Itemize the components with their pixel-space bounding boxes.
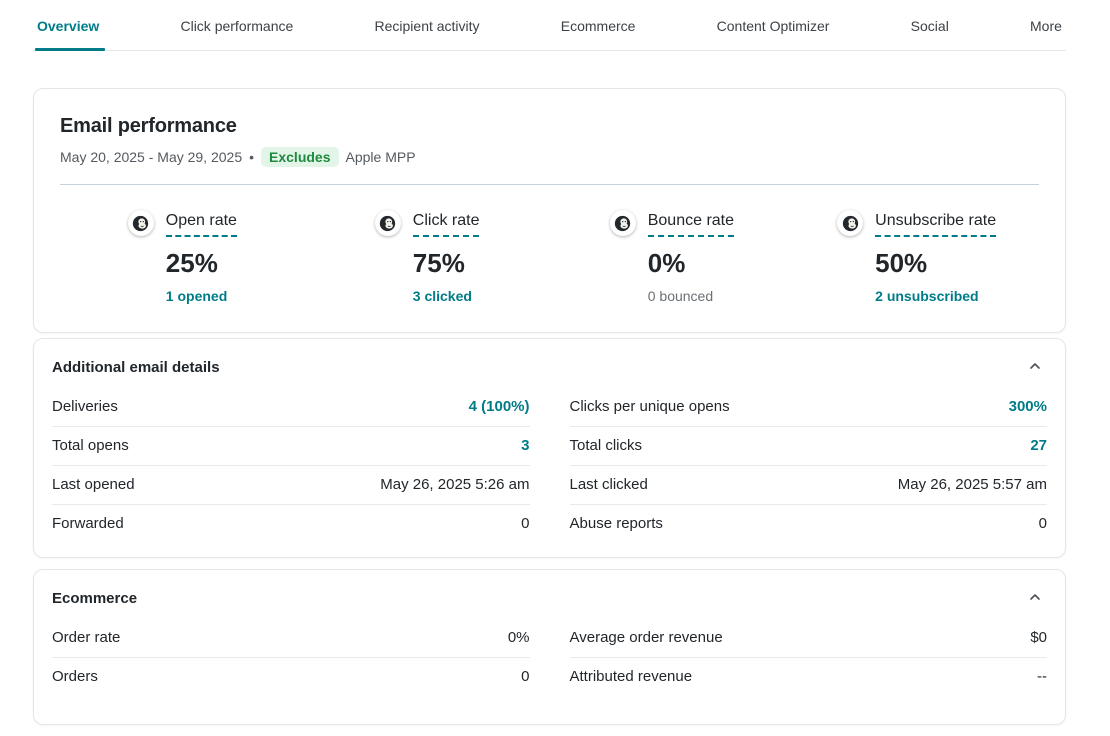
tab-click-performance[interactable]: Click performance <box>180 18 293 34</box>
table-row-deliveries: Deliveries 4 (100%) <box>52 388 530 427</box>
tab-social[interactable]: Social <box>911 18 949 34</box>
abuse-reports-value: 0 <box>1039 515 1047 533</box>
date-range: May 20, 2025 - May 29, 2025 <box>60 149 242 165</box>
table-row-average-order-revenue: Average order revenue $0 <box>570 619 1048 658</box>
last-opened-value: May 26, 2025 5:26 am <box>380 476 529 494</box>
table-row-attributed-revenue: Attributed revenue -- <box>570 658 1048 696</box>
metric-click-rate: Click rate 75% 3 clicked <box>305 212 550 304</box>
tab-recipient-activity[interactable]: Recipient activity <box>375 18 480 34</box>
chevron-up-icon <box>1028 359 1042 376</box>
metric-label-open-rate[interactable]: Open rate <box>166 212 237 237</box>
email-performance-card: Email performance May 20, 2025 - May 29,… <box>33 88 1066 333</box>
clicked-link[interactable]: 3 clicked <box>413 288 472 304</box>
section-title-ecommerce: Ecommerce <box>52 590 137 607</box>
clicks-per-unique-opens-value[interactable]: 300% <box>1009 398 1047 416</box>
metric-value-unsubscribe-rate: 50% <box>875 248 927 279</box>
freddie-mascot-icon <box>128 210 154 236</box>
total-clicks-value[interactable]: 27 <box>1030 437 1047 455</box>
excludes-badge: Excludes <box>261 147 338 167</box>
freddie-mascot-icon <box>375 210 401 236</box>
last-clicked-value: May 26, 2025 5:57 am <box>898 476 1047 494</box>
table-row-order-rate: Order rate 0% <box>52 619 530 658</box>
table-row-total-clicks: Total clicks 27 <box>570 427 1048 466</box>
metric-label-bounce-rate[interactable]: Bounce rate <box>648 212 734 237</box>
freddie-mascot-icon <box>837 210 863 236</box>
metric-label-unsubscribe-rate[interactable]: Unsubscribe rate <box>875 212 996 237</box>
unsubscribed-link[interactable]: 2 unsubscribed <box>875 288 978 304</box>
tab-content-optimizer[interactable]: Content Optimizer <box>717 18 830 34</box>
badge-context: Apple MPP <box>346 149 416 165</box>
table-row-last-opened: Last opened May 26, 2025 5:26 am <box>52 466 530 505</box>
metric-label-click-rate[interactable]: Click rate <box>413 212 480 237</box>
metric-value-click-rate: 75% <box>413 248 465 279</box>
report-tabbar: Overview Click performance Recipient act… <box>33 10 1066 51</box>
table-row-abuse-reports: Abuse reports 0 <box>570 505 1048 543</box>
additional-details-card: Additional email details Deliveries 4 (1… <box>33 338 1066 558</box>
table-row-orders: Orders 0 <box>52 658 530 696</box>
chevron-up-icon <box>1028 590 1042 607</box>
report-page: Overview Click performance Recipient act… <box>33 0 1066 725</box>
date-row: May 20, 2025 - May 29, 2025 • Excludes A… <box>60 147 1039 167</box>
table-row-total-opens: Total opens 3 <box>52 427 530 466</box>
table-row-last-clicked: Last clicked May 26, 2025 5:57 am <box>570 466 1048 505</box>
metric-value-bounce-rate: 0% <box>648 248 686 279</box>
deliveries-value[interactable]: 4 (100%) <box>469 398 530 416</box>
page-title: Email performance <box>60 115 1039 138</box>
average-order-revenue-value: $0 <box>1030 629 1047 647</box>
section-title-additional-details: Additional email details <box>52 359 220 376</box>
tab-more[interactable]: More <box>1030 18 1062 34</box>
dot-separator: • <box>249 149 254 165</box>
freddie-mascot-icon <box>610 210 636 236</box>
forwarded-value: 0 <box>521 515 529 533</box>
metric-value-open-rate: 25% <box>166 248 218 279</box>
bounced-text: 0 bounced <box>648 288 713 304</box>
total-opens-value[interactable]: 3 <box>521 437 529 455</box>
metrics-row: Open rate 25% 1 opened Click rate 75% 3 … <box>60 185 1039 304</box>
orders-value: 0 <box>521 668 529 686</box>
opened-link[interactable]: 1 opened <box>166 288 227 304</box>
attributed-revenue-value: -- <box>1037 668 1047 686</box>
metric-bounce-rate: Bounce rate 0% 0 bounced <box>550 212 795 304</box>
tab-ecommerce[interactable]: Ecommerce <box>561 18 636 34</box>
order-rate-value: 0% <box>508 629 530 647</box>
collapse-ecommerce-button[interactable] <box>1023 586 1047 610</box>
table-row-forwarded: Forwarded 0 <box>52 505 530 543</box>
tab-overview[interactable]: Overview <box>37 18 99 34</box>
metric-unsubscribe-rate: Unsubscribe rate 50% 2 unsubscribed <box>794 212 1039 304</box>
ecommerce-card: Ecommerce Order rate 0% Orders 0 <box>33 569 1066 725</box>
collapse-additional-details-button[interactable] <box>1023 355 1047 379</box>
metric-open-rate: Open rate 25% 1 opened <box>60 212 305 304</box>
table-row-clicks-per-unique-opens: Clicks per unique opens 300% <box>570 388 1048 427</box>
